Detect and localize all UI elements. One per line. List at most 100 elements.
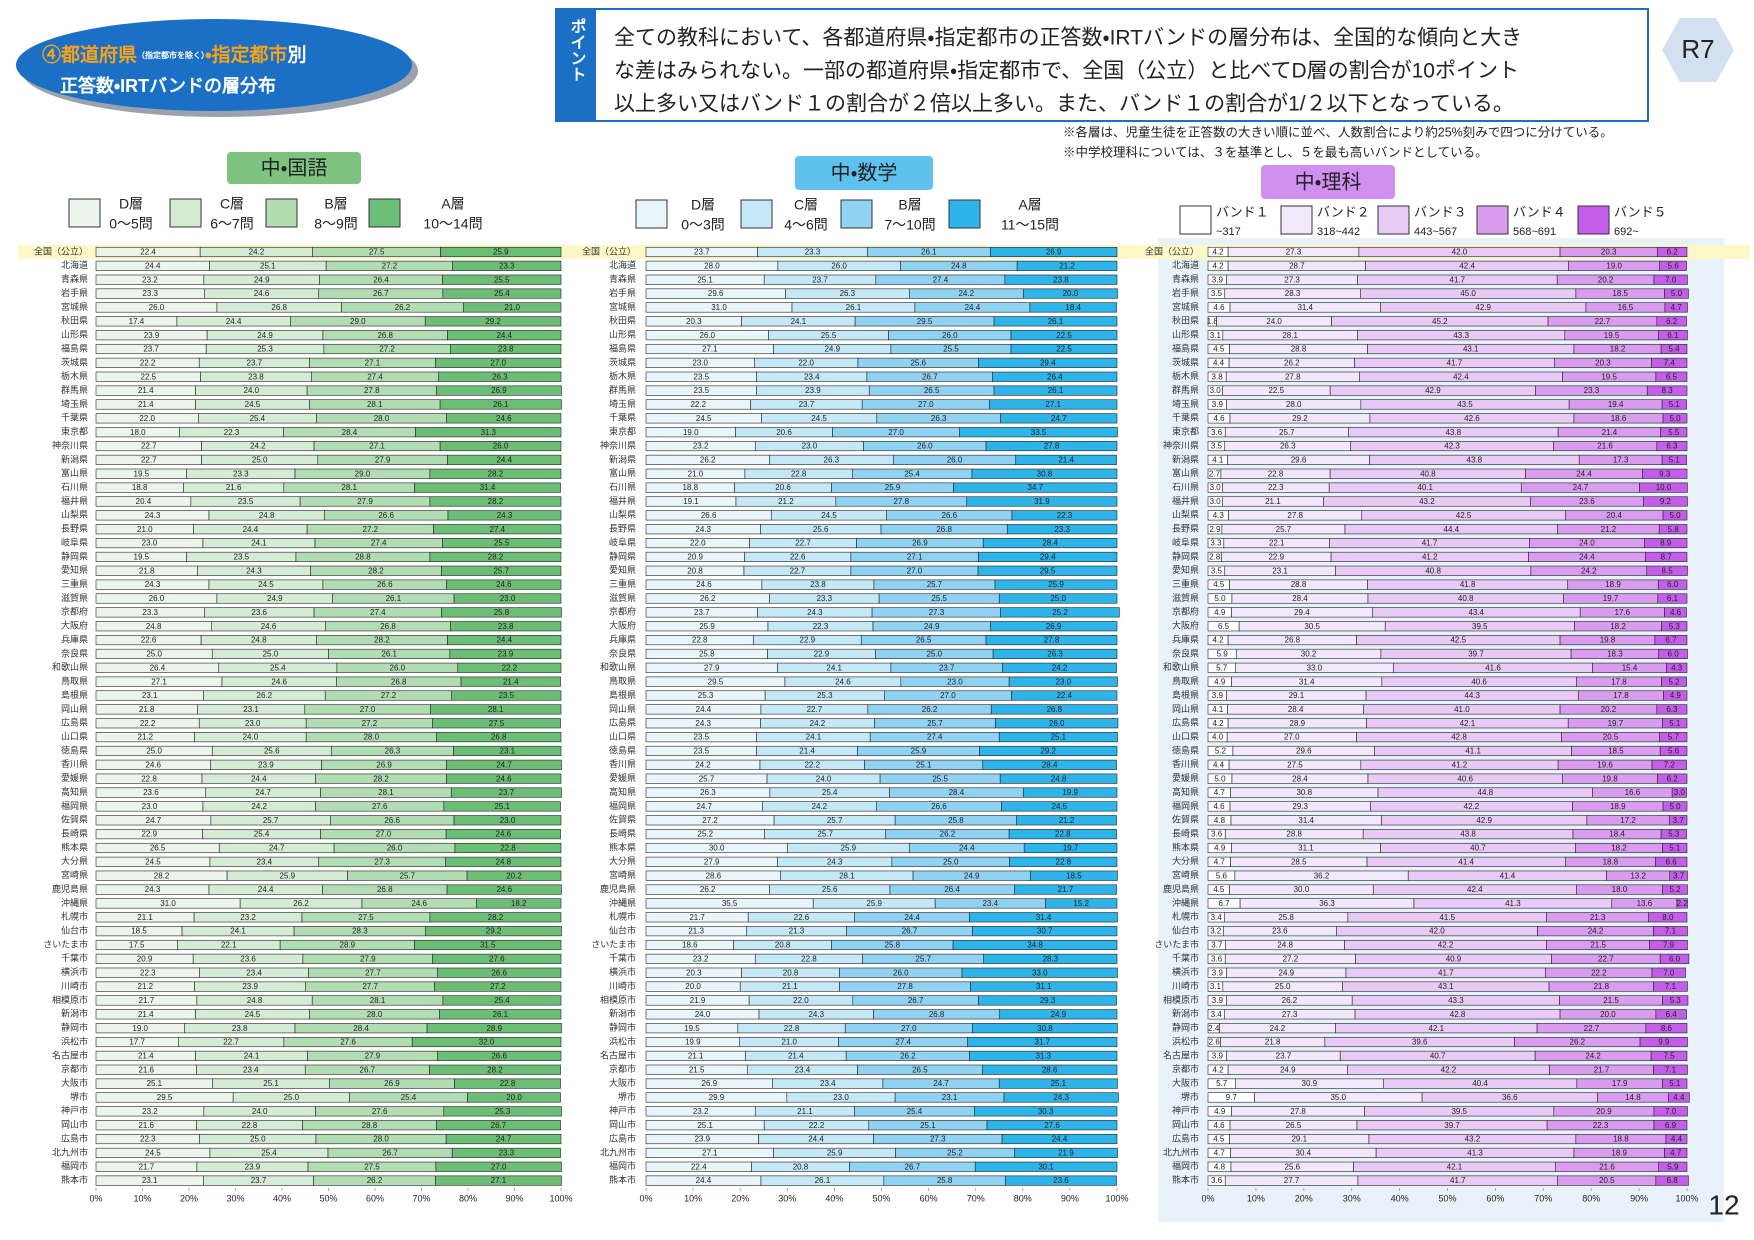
value-label: 22.0 [690,539,706,548]
value-label: 19.9 [1062,788,1078,797]
bar-segment [1005,1175,1117,1186]
bar-segment [1646,385,1688,396]
value-label: 43.1 [1463,345,1479,354]
value-label: 21.2 [1059,261,1075,270]
bar-segment [453,745,562,757]
value-label: 39.7 [1468,650,1484,659]
value-label: 26.2 [293,899,309,908]
value-label: 24.1 [806,733,822,742]
row-label: 大阪府 [609,620,636,631]
value-label: 30.5 [1304,622,1320,631]
value-label: 26.1 [381,650,397,659]
row-label: 川崎市 [1172,980,1199,991]
value-label: 9.2 [1660,497,1672,506]
value-label: 22.8 [692,636,708,645]
point-label: ポイント [568,17,587,82]
value-label: 23.5 [694,386,710,395]
value-label: 21.1 [137,913,153,922]
value-label: 28.9 [486,1024,502,1033]
row-label: さいたま市 [1154,938,1199,949]
value-label: 26.4 [944,885,960,894]
value-label: 23.9 [242,982,258,991]
value-label: 23.6 [1272,927,1288,936]
row-label: 大分県 [609,855,636,866]
value-label: 19.5 [684,1024,700,1033]
bar-segment [1016,260,1118,271]
row-label: 岐阜県 [1172,536,1199,547]
value-label: 26.0 [947,456,963,465]
value-label: 41.2 [1452,760,1468,769]
value-label: 24.6 [696,580,712,589]
value-label: 42.4 [1459,261,1475,270]
value-label: 42.8 [1450,1010,1466,1019]
value-label: 25.1 [263,1079,279,1088]
row-label: 京都市 [61,1063,88,1074]
value-label: 31.0 [160,899,176,908]
value-label: 22.3 [1057,511,1073,520]
bar-segment [978,357,1118,368]
row-label: 滋賀県 [609,592,636,603]
value-label: 6.1 [1667,594,1679,603]
value-label: 4.3 [1213,511,1225,520]
bar-segment [1664,607,1687,618]
value-label: 26.2 [700,885,716,894]
value-label: 31.4 [1298,816,1314,825]
bar-segment [442,288,562,299]
value-label: 27.1 [907,553,923,562]
row-label: 滋賀県 [61,592,88,603]
row-label: 秋田県 [1172,315,1199,326]
bar-segment [1661,621,1688,632]
value-label: 17.2 [1620,816,1636,825]
value-label: 24.6 [261,622,277,631]
x-tick-label: 40% [273,1193,291,1203]
value-label: 41.8 [1460,580,1476,589]
value-label: 3.6 [1211,830,1223,839]
value-label: 24.6 [271,677,287,686]
value-label: 7.0 [1665,275,1677,284]
value-label: 20.3 [1595,358,1611,367]
row-label: 宮城県 [1172,301,1199,312]
value-label: 24.3 [497,511,513,520]
value-label: 6.8 [1667,1176,1679,1185]
bar-segment [998,593,1118,604]
value-label: 27.7 [365,968,381,977]
value-label: 18.9 [1611,1149,1627,1158]
value-label: 20.6 [776,428,792,437]
value-label: 36.2 [1314,871,1330,880]
row-label: 香川県 [609,759,636,769]
value-label: 24.8 [146,622,162,631]
value-label: 5.9 [1667,1162,1679,1171]
value-label: 23.7 [939,663,955,672]
value-label: 9.3 [1659,469,1671,478]
value-label: 27.8 [893,497,909,506]
value-label: 20.9 [687,553,703,562]
row-label: 沖縄県 [61,897,88,908]
row-label: 群馬県 [609,384,636,395]
value-label: 24.8 [247,996,263,1005]
value-label: 21.4 [1058,456,1074,465]
value-label: 27.7 [1284,1176,1300,1185]
value-label: 23.5 [694,372,710,381]
legend-swatch [948,199,981,229]
bar-segment [1022,288,1118,299]
badge-text: R7 [1681,34,1714,64]
value-label: 4.8 [1214,816,1226,825]
value-label: 24.5 [696,414,712,423]
value-label: 25.9 [493,248,509,257]
value-label: 18.5 [1612,289,1628,298]
legend-range: 318~442 [1317,226,1360,238]
value-label: 33.5 [1031,428,1047,437]
row-label: 岡山市 [61,1119,88,1130]
bar-segment [451,1147,561,1158]
value-label: 4.4 [1671,1135,1683,1144]
value-label: 23.3 [233,469,249,478]
value-label: 23.6 [1053,1176,1069,1185]
bar-segment [1639,1036,1688,1048]
value-label: 24.9 [964,871,980,880]
value-label: 23.0 [245,719,261,728]
value-label: 26.7 [373,289,389,298]
bar-segment [460,676,561,687]
value-label: 5.3 [1668,830,1680,839]
legend-swatch [840,199,873,229]
legend-label: B層 [898,197,921,213]
